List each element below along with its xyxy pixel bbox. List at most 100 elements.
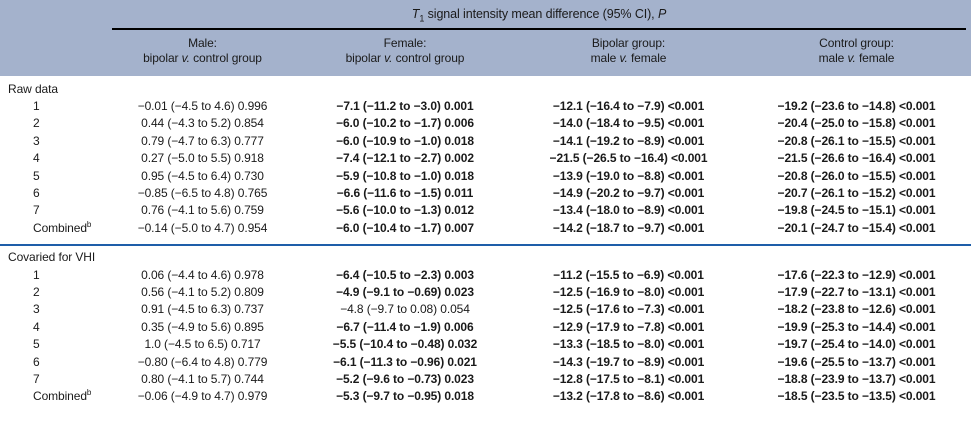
data-cell: −13.2 (−17.8 to −8.6) <0.001 — [552, 389, 705, 404]
table-row: 1 0.06 (−4.4 to 4.6) 0.978 −6.4 (−10.5 to … — [0, 267, 971, 284]
table-row: 2 0.56 (−4.1 to 5.2) 0.809 −4.9 (−9.1 to −… — [0, 284, 971, 301]
data-cell: −12.5 (−16.9 to −8.0) <0.001 — [552, 284, 705, 299]
data-cell: 0.80 (−4.1 to 5.7) 0.744 — [141, 372, 264, 386]
data-cell: −7.4 (−12.1 to −2.7) 0.002 — [336, 151, 474, 166]
title-subscript: 1 — [419, 13, 425, 24]
data-cell: −11.2 (−15.5 to −6.9) <0.001 — [553, 267, 704, 282]
row-label: 1 — [33, 267, 40, 282]
column-header-2: Female: bipolar v. control group — [345, 35, 465, 65]
data-cell: 0.35 (−4.9 to 5.6) 0.895 — [141, 319, 264, 334]
data-cell: −5.2 (−9.6 to −0.73) 0.023 — [336, 372, 474, 386]
table-row: 3 0.79 (−4.7 to 6.3) 0.777 −6.0 (−10.9 to … — [0, 133, 971, 150]
table-row: 5 1.0 (−4.5 to 6.5) 0.717 −5.5 (−10.4 to −… — [0, 336, 971, 353]
data-cell: −19.9 (−25.3 to −14.4) <0.001 — [777, 319, 936, 334]
data-cell: −4.8 (−9.7 to 0.08) 0.054 — [340, 302, 470, 317]
data-cell: −14.9 (−20.2 to −9.7) <0.001 — [552, 185, 705, 200]
row-label: Combinedb — [33, 388, 92, 404]
table-title: T1 signal intensity mean difference (95%… — [112, 7, 966, 30]
data-cell: −20.8 (−26.0 to −15.5) <0.001 — [777, 168, 936, 183]
data-cell: 0.27 (−5.0 to 5.5) 0.918 — [141, 151, 264, 166]
data-cell: 1.0 (−4.5 to 6.5) 0.717 — [144, 337, 261, 352]
data-cell: −20.8 (−26.1 to −15.5) <0.001 — [777, 133, 936, 148]
row-label: 2 — [33, 284, 40, 299]
column-header-4: Control group: male v. female — [818, 35, 895, 65]
data-cell: −17.6 (−22.3 to −12.9) <0.001 — [777, 267, 936, 282]
section-header-row: Covaried for VHI — [0, 249, 971, 266]
data-cell: −18.5 (−23.5 to −13.5) <0.001 — [777, 389, 936, 404]
data-cell: −12.9 (−17.9 to −7.8) <0.001 — [552, 319, 705, 334]
column-header-3: Bipolar group: male v. female — [590, 35, 667, 65]
row-label: 1 — [33, 98, 40, 113]
table-row: Combinedb −0.14 (−5.0 to 4.7) 0.954 −6.0 (… — [0, 220, 971, 237]
data-cell: −6.0 (−10.9 to −1.0) 0.018 — [336, 133, 474, 148]
data-cell: −5.5 (−10.4 to −0.48) 0.032 — [332, 337, 478, 352]
data-cell: −5.3 (−9.7 to −0.95) 0.018 — [336, 389, 474, 404]
data-cell: −6.6 (−11.6 to −1.5) 0.011 — [336, 185, 474, 200]
column-header-row: Male: bipolar v. control group Female: bipo… — [0, 30, 971, 76]
row-label: 7 — [33, 372, 40, 386]
data-cell: −0.85 (−6.5 to 4.8) 0.765 — [137, 185, 268, 200]
title-t1-symbol: T — [411, 7, 420, 21]
table-row: 7 0.76 (−4.1 to 5.6) 0.759 −5.6 (−10.0 to … — [0, 202, 971, 219]
row-label: 3 — [33, 133, 40, 148]
data-cell: −0.06 (−4.9 to 4.7) 0.979 — [137, 389, 268, 404]
data-cell: −0.14 (−5.0 to 4.7) 0.954 — [137, 220, 268, 235]
section-label: Covaried for VHI — [8, 250, 96, 265]
data-cell: −18.8 (−23.9 to −13.7) <0.001 — [777, 372, 936, 386]
table-row: 6 −0.80 (−6.4 to 4.8) 0.779 −6.1 (−11.3 to… — [0, 354, 971, 371]
data-cell: −21.5 (−26.6 to −16.4) <0.001 — [777, 151, 936, 166]
row-label: 5 — [33, 337, 40, 352]
data-cell: −20.1 (−24.7 to −15.4) <0.001 — [777, 220, 936, 235]
table-row: 4 0.35 (−4.9 to 5.6) 0.895 −6.7 (−11.4 to … — [0, 319, 971, 336]
data-cell: −12.8 (−17.5 to −8.1) <0.001 — [552, 372, 705, 386]
row-label: 6 — [33, 185, 40, 200]
section-header-row: Raw data — [0, 81, 971, 98]
data-cell: −6.7 (−11.4 to −1.9) 0.006 — [336, 319, 474, 334]
data-cell: −14.2 (−18.7 to −9.7) <0.001 — [552, 220, 705, 235]
data-cell: −12.5 (−17.6 to −7.3) <0.001 — [552, 302, 705, 317]
data-cell: −7.1 (−11.2 to −3.0) 0.001 — [336, 98, 474, 113]
data-cell: −19.8 (−24.5 to −15.1) <0.001 — [777, 203, 936, 218]
data-cell: −12.1 (−16.4 to −7.9) <0.001 — [552, 98, 705, 113]
table-row: 5 0.95 (−4.5 to 6.4) 0.730 −5.9 (−10.8 to … — [0, 168, 971, 185]
data-cell: −6.0 (−10.2 to −1.7) 0.006 — [336, 116, 474, 131]
section-raw-data: Raw data 1 −0.01 (−4.5 to 4.6) 0.996 −7.1 (… — [0, 81, 971, 238]
data-cell: −19.6 (−25.5 to −13.7) <0.001 — [777, 354, 936, 369]
data-cell: −14.1 (−19.2 to −8.9) <0.001 — [552, 133, 705, 148]
data-cell: −19.2 (−23.6 to −14.8) <0.001 — [777, 98, 936, 113]
table-row: 1 −0.01 (−4.5 to 4.6) 0.996 −7.1 (−11.2 to… — [0, 98, 971, 115]
table-row: 7 0.80 (−4.1 to 5.7) 0.744 −5.2 (−9.6 to −… — [0, 371, 971, 388]
data-cell: −13.9 (−19.0 to −8.8) <0.001 — [552, 168, 705, 183]
data-cell: −17.9 (−22.7 to −13.1) <0.001 — [777, 284, 936, 299]
row-label: Combinedb — [33, 219, 92, 235]
table-body: Raw data 1 −0.01 (−4.5 to 4.6) 0.996 −7.1 (… — [0, 76, 971, 406]
title-text: signal intensity mean difference (95% CI… — [424, 7, 658, 21]
data-cell: −5.6 (−10.0 to −1.3) 0.012 — [336, 203, 474, 218]
data-cell: −20.7 (−26.1 to −15.2) <0.001 — [777, 185, 936, 200]
data-cell: −4.9 (−9.1 to −0.69) 0.023 — [336, 284, 474, 299]
row-label: 4 — [33, 151, 40, 166]
data-cell: 0.06 (−4.4 to 4.6) 0.978 — [141, 267, 264, 282]
data-cell: −21.5 (−26.5 to −16.4) <0.001 — [549, 151, 708, 166]
table-row: 3 0.91 (−4.5 to 6.3) 0.737 −4.8 (−9.7 to 0… — [0, 301, 971, 318]
table-header-band: T1 signal intensity mean difference (95%… — [0, 0, 971, 76]
column-header-spacer — [0, 36, 110, 66]
data-cell: −19.7 (−25.4 to −14.0) <0.001 — [777, 337, 936, 352]
column-header-1: Male: bipolar v. control group — [143, 35, 262, 65]
table-row: Combinedb −0.06 (−4.9 to 4.7) 0.979 −5.3 (… — [0, 388, 971, 405]
table-row: 2 0.44 (−4.3 to 5.2) 0.854 −6.0 (−10.2 to … — [0, 115, 971, 132]
footnote-marker: b — [86, 388, 92, 398]
data-cell: 0.95 (−4.5 to 6.4) 0.730 — [141, 168, 264, 183]
row-label: 6 — [33, 354, 40, 369]
data-cell: −14.3 (−19.7 to −8.9) <0.001 — [552, 354, 705, 369]
data-cell: 0.76 (−4.1 to 5.6) 0.759 — [141, 203, 264, 218]
data-cell: −5.9 (−10.8 to −1.0) 0.018 — [336, 168, 474, 183]
data-cell: −0.80 (−6.4 to 4.8) 0.779 — [137, 354, 268, 369]
data-cell: −18.2 (−23.8 to −12.6) <0.001 — [777, 302, 936, 317]
data-cell: 0.56 (−4.1 to 5.2) 0.809 — [141, 284, 264, 299]
footnote-marker: b — [86, 219, 92, 229]
data-cell: 0.44 (−4.3 to 5.2) 0.854 — [141, 116, 264, 131]
row-label: 4 — [33, 319, 40, 334]
data-cell: −13.4 (−18.0 to −8.9) <0.001 — [552, 203, 705, 218]
row-label: 7 — [33, 203, 40, 218]
